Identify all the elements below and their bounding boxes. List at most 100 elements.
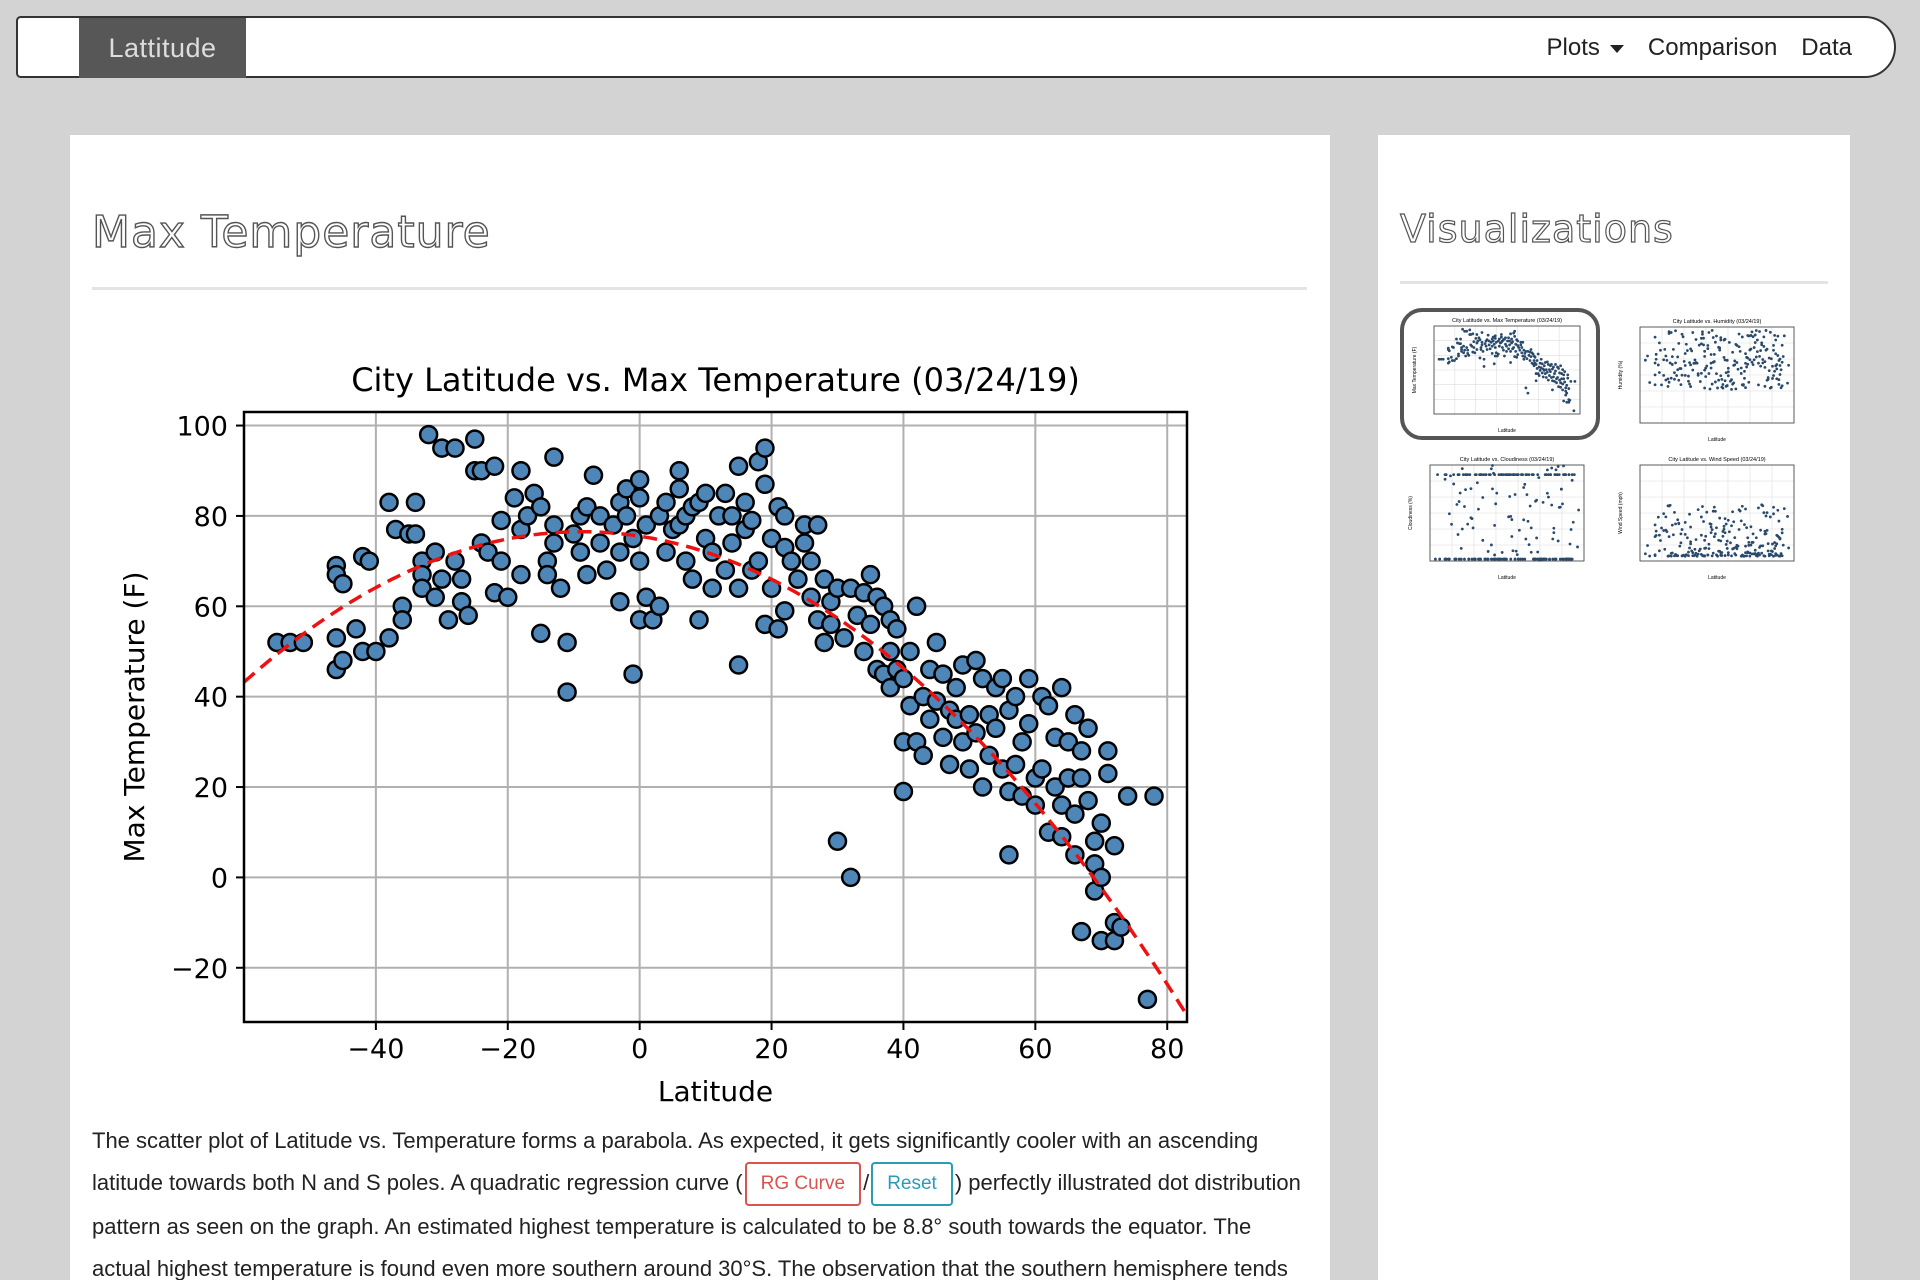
data-point — [959, 759, 980, 779]
thumbnail-point — [1552, 365, 1555, 369]
thumbnail-cloudiness[interactable]: City Latitude vs. Cloudiness (03/24/19) L… — [1400, 451, 1600, 583]
nav-comparison-link[interactable]: Comparison — [1647, 34, 1778, 61]
data-point — [1065, 804, 1085, 824]
thumbnail-point — [1758, 553, 1761, 557]
data-point — [880, 677, 901, 698]
thumbnail-humidity[interactable]: City Latitude vs. Humidity (03/24/19) Lat… — [1610, 313, 1810, 445]
thumbnail-point — [1759, 528, 1763, 532]
navbar: Lattitude Plots Comparison Data — [16, 16, 1896, 78]
thumbnail-point — [1763, 360, 1767, 364]
thumbnail-point — [1525, 357, 1529, 360]
thumbnail-point — [1671, 348, 1675, 351]
thumbnail-point — [1657, 341, 1661, 345]
data-point — [999, 845, 1019, 865]
thumbnail-point — [1664, 354, 1668, 358]
thumbnail-point — [1780, 527, 1784, 531]
thumbnail-point — [1711, 336, 1715, 339]
thumbnail-max-temperature[interactable]: City Latitude vs. Max Temperature (03/24… — [1400, 308, 1600, 440]
thumbnail-point — [1535, 536, 1539, 540]
thumbnail-point — [1709, 522, 1713, 526]
thumbnail-point — [1688, 512, 1691, 516]
thumbnail-point — [1699, 533, 1703, 537]
thumbnail-point — [1723, 358, 1727, 362]
thumbnail-point — [1745, 526, 1749, 530]
thumbnail-point — [1507, 347, 1510, 351]
thumbnail-point — [1552, 375, 1555, 379]
data-point — [728, 655, 749, 675]
thumbnail-point — [1731, 510, 1735, 514]
thumbnail-point — [1683, 364, 1687, 367]
thumbnail-point — [1441, 357, 1445, 361]
y-tick-label: −20 — [171, 954, 228, 985]
thumbnail-point — [1666, 385, 1670, 388]
thumbnail-point — [1491, 464, 1494, 467]
data-point — [715, 560, 736, 580]
thumbnail-point — [1447, 349, 1451, 353]
thumbnail-point — [1744, 551, 1747, 555]
data-point — [972, 777, 993, 797]
data-point — [1045, 777, 1065, 797]
thumbnail-point — [1554, 468, 1558, 472]
thumbnail-point — [1553, 372, 1556, 375]
y-tick-label: 20 — [194, 773, 228, 804]
thumbnail-point — [1735, 344, 1739, 347]
data-point — [781, 551, 802, 571]
thumbnail-point — [1743, 376, 1746, 380]
thumbnail-point — [1459, 342, 1462, 345]
thumbnail-point — [1522, 518, 1526, 522]
thumbnail-point — [1551, 388, 1554, 392]
data-point — [478, 542, 498, 562]
data-point — [550, 578, 571, 598]
reset-button[interactable]: Reset — [871, 1162, 953, 1207]
thumbnail-point — [1562, 377, 1566, 381]
thumbnail-chart: City Latitude vs. Cloudiness (03/24/19) L… — [1408, 457, 1585, 581]
thumbnail-point — [1750, 360, 1754, 364]
thumbnail-point — [1463, 557, 1466, 561]
thumbnail-point — [1493, 553, 1497, 557]
thumbnail-point — [1749, 525, 1753, 529]
data-point — [379, 628, 399, 648]
thumbnail-point — [1551, 537, 1555, 541]
rg-curve-button[interactable]: RG Curve — [744, 1162, 862, 1207]
thumbnail-point — [1519, 340, 1523, 344]
thumbnail-point — [1452, 482, 1456, 486]
thumbnail-point — [1773, 541, 1777, 544]
thumbnail-point — [1539, 366, 1543, 370]
thumbnail-point — [1740, 335, 1744, 339]
thumbnail-point — [1749, 334, 1753, 337]
thumbnail-point — [1565, 400, 1569, 404]
thumbnail-point — [1768, 330, 1772, 334]
thumbnail-wind-speed[interactable]: City Latitude vs. Wind Speed (03/24/19) L… — [1610, 451, 1810, 583]
thumbnail-point — [1451, 346, 1455, 349]
data-point — [669, 460, 689, 481]
thumbnail-point — [1526, 519, 1530, 523]
data-point — [669, 479, 689, 499]
data-point — [926, 691, 947, 711]
thumbnail-point — [1680, 373, 1684, 377]
thumbnail-point — [1678, 544, 1682, 548]
thumbnail-point — [1496, 352, 1500, 356]
thumbnail-point — [1743, 523, 1746, 527]
thumbnail-point — [1538, 368, 1542, 372]
brand-logo[interactable]: Lattitude — [79, 18, 246, 78]
data-point — [656, 492, 676, 513]
thumbnail-point — [1738, 349, 1742, 353]
thumbnail-point — [1509, 473, 1513, 476]
data-point — [445, 438, 465, 458]
nav-data-link[interactable]: Data — [1801, 34, 1852, 61]
thumbnail-point — [1494, 502, 1498, 506]
thumbnail-point — [1772, 343, 1775, 347]
thumbnail-point — [1460, 350, 1463, 353]
thumbnail-point — [1694, 338, 1698, 341]
thumbnail-point — [1706, 347, 1710, 350]
data-point — [333, 650, 353, 671]
thumbnail-point — [1554, 363, 1557, 366]
thumbnail-point — [1693, 547, 1697, 551]
thumbnail-point — [1493, 354, 1497, 358]
thumbnail-point — [1553, 380, 1556, 383]
y-axis-label: Max Temperature (F) — [118, 571, 151, 862]
data-point — [847, 605, 868, 626]
data-point — [438, 610, 459, 630]
nav-plots-dropdown[interactable]: Plots — [1547, 34, 1624, 62]
thumbnail-point — [1486, 550, 1490, 553]
